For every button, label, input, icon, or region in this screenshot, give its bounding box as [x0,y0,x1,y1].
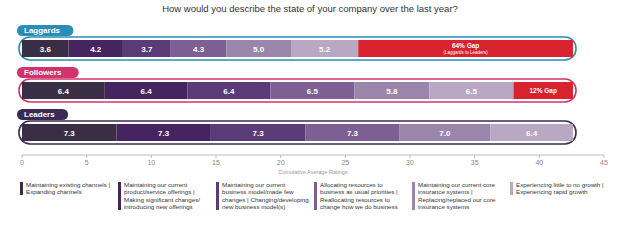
tick-label: 40 [535,159,543,166]
title: How would you describe the state of your… [162,3,458,14]
axis-line [22,155,604,156]
data-label: 3.7 [141,45,153,54]
category-label: Followers [24,68,62,77]
category-label: Leaders [24,110,55,119]
tick-mark [410,155,411,158]
tick-label: 30 [406,159,414,166]
tick-label: 25 [341,159,349,166]
legend-item: Maintaining our current core insurance s… [412,181,506,233]
legend-item: Maintaining our current product/service … [118,181,212,233]
category-tag [17,67,79,78]
gap-segment [513,82,572,99]
tick-label: 15 [212,159,220,166]
legend-label: Maintaining our current business model/m… [222,181,310,211]
tick-label: 45 [600,159,608,166]
bar-segment [400,124,491,141]
legend-label: Maintaining our current product/service … [124,181,212,211]
data-label: 6.5 [466,87,478,96]
data-label: 7.3 [347,129,359,138]
bar-segment [22,124,116,141]
legend-label: Maintaining our current core insurance s… [418,181,506,211]
legend-item: Allocating resources to business as usua… [314,181,408,233]
tick-mark [474,155,475,158]
gap-sublabel: (Laggards to Leaders) [443,50,488,55]
bar-segment [305,124,399,141]
legend-item: Maintaining existing channels | Expandin… [20,181,114,233]
data-label: 6.4 [223,87,235,96]
data-label: 5.2 [319,45,331,54]
category-tag [17,25,73,36]
data-label: 4.2 [90,45,102,54]
tick-mark [22,155,23,158]
tick-mark [539,155,540,158]
tick-label: 0 [20,159,24,166]
bar-segment [291,40,358,57]
legend-label: Maintaining existing channels | Expandin… [26,181,114,196]
plot-area [22,40,573,141]
legend-swatch [20,182,23,195]
data-label: 5.0 [253,45,265,54]
legend-item: Experiencing little to no growth | Exper… [510,181,604,233]
data-label: 5.8 [386,87,398,96]
tick-mark [86,155,87,158]
legend-swatch [216,182,219,210]
labels: 3.6 4.2 3.7 4.3 5.0 5.2 64% Gap(Laggards to Le… [17,25,557,138]
axis-title: Cumulative Average Ratings [278,169,348,175]
data-label: 7.3 [158,129,170,138]
legend-swatch [118,182,121,210]
tick-label: 35 [471,159,479,166]
bar-segment [490,124,573,141]
data-label: 7.3 [64,129,76,138]
bar-segment [105,82,188,99]
tick-mark [216,155,217,158]
bar-segment [429,82,513,99]
row-outline [19,37,576,60]
tick-label: 20 [277,159,285,166]
legend-swatch [412,182,415,210]
tick-label: 10 [147,159,155,166]
data-label: 7.3 [252,129,264,138]
category-tag [17,109,68,120]
data-label: 6.4 [526,129,538,138]
row-outline [19,79,576,102]
data-label: 3.6 [40,45,52,54]
bar-segment [22,40,69,57]
row-outlines [19,37,576,144]
tick-mark [345,155,346,158]
legend-swatch [314,182,317,210]
tick-label: 5 [85,159,89,166]
data-label: 7.0 [439,129,451,138]
bar-segment [123,40,171,57]
chart: How would you describe the state of your… [0,0,620,234]
x-axis: 0 5 10 15 20 25 30 35 40 45 Cumulative Average Rat… [20,155,608,175]
legend-item: Maintaining our current business model/m… [216,181,310,233]
gap-segment [358,40,573,57]
tick-mark [280,155,281,158]
bar-segment [354,82,429,99]
bar-segment [116,124,210,141]
tick-mark [151,155,152,158]
legend-label: Allocating resources to business as usua… [320,181,408,211]
data-label: 6.4 [58,87,70,96]
category-label: Laggards [24,26,61,35]
data-label: 6.4 [141,87,153,96]
gap-label: 64% Gap [452,42,479,50]
bar-segment [171,40,227,57]
tick-mark [604,155,605,158]
legend-swatch [510,182,513,195]
bar-segment [270,82,354,99]
data-label: 6.5 [307,87,319,96]
bar-segment [69,40,123,57]
bar-segment [226,40,291,57]
data-label: 4.3 [193,45,205,54]
bar-segment [188,82,271,99]
bar-segment [22,82,105,99]
gap-label: 12% Gap [529,87,556,95]
legend-label: Experiencing little to no growth | Exper… [516,181,604,196]
row-outline [19,121,576,144]
bar-segment [211,124,305,141]
